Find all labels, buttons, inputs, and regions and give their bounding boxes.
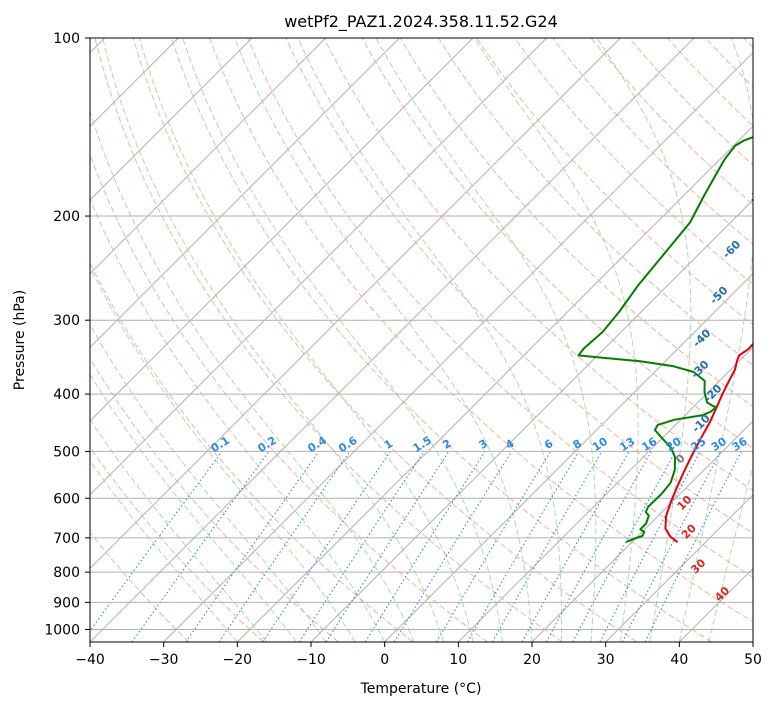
isotherm-line xyxy=(457,346,753,642)
moist-adiabat-line xyxy=(102,38,445,642)
mixing-ratio-line xyxy=(644,451,742,642)
y-tick-label: 600 xyxy=(53,491,80,507)
mixing-ratio-line xyxy=(393,451,513,642)
isotherm-line xyxy=(90,38,621,570)
series-lines xyxy=(577,135,753,543)
x-tick-label: 20 xyxy=(523,652,541,668)
dry-adiabat-line xyxy=(94,38,563,642)
x-tick-label: −10 xyxy=(296,652,326,668)
moist-adiabat-line xyxy=(90,459,238,642)
y-axis-label: Pressure (hPa) xyxy=(12,290,28,390)
dry-adiabat-line xyxy=(209,38,753,623)
dry-adiabat-line xyxy=(170,38,712,642)
moist-adiabat-line xyxy=(473,38,639,642)
isotherm-line xyxy=(90,38,548,496)
plot-frame xyxy=(89,37,754,643)
moist-adiabat-line xyxy=(90,323,327,642)
x-tick-label: −20 xyxy=(223,652,253,668)
isotherm-line xyxy=(90,38,474,422)
pressure-gridlines xyxy=(90,38,753,630)
temperature-line xyxy=(664,342,753,543)
dry-adiabat-line xyxy=(90,357,339,642)
dry-adiabat-line xyxy=(90,261,414,642)
isotherm-line xyxy=(605,493,753,642)
moist-adiabat-line xyxy=(182,38,503,642)
moist-adiabat-line xyxy=(90,418,268,642)
x-tick-label: 0 xyxy=(380,652,389,668)
mixing-ratio-line xyxy=(262,451,391,642)
x-tick-label: 40 xyxy=(670,652,688,668)
y-tick-label: 700 xyxy=(53,531,80,547)
y-tick-label: 300 xyxy=(53,313,80,329)
moist-adiabat-line xyxy=(297,38,563,642)
isotherm-line xyxy=(531,420,753,642)
y-tick-label: 500 xyxy=(53,444,80,460)
mixing-ratio-line xyxy=(185,451,320,642)
moist-adiabat-line xyxy=(678,38,753,642)
x-tick-label: −30 xyxy=(149,652,179,668)
chart-title: wetPf2_PAZ1.2024.358.11.52.G24 xyxy=(284,12,558,32)
dewpoint-line xyxy=(577,135,753,543)
mixing-ratio-line xyxy=(621,451,722,642)
y-tick-label: 100 xyxy=(53,31,80,47)
isotherm-line xyxy=(90,38,695,642)
isotherm-line xyxy=(163,51,753,642)
x-axis: −40 −30 −20 −10 0 10 20 30 40 50 xyxy=(75,642,762,668)
y-tick-label: 1000 xyxy=(44,622,80,638)
moist-adiabat-line xyxy=(375,38,597,642)
dry-adiabat-line xyxy=(132,38,638,642)
mixing-ratio-line xyxy=(572,451,676,642)
y-tick-label: 400 xyxy=(53,387,80,403)
y-tick-label: 200 xyxy=(53,209,80,225)
dry-adiabat-line xyxy=(437,38,753,366)
mixing-ratio-line xyxy=(545,451,652,642)
mixing-ratio-line xyxy=(521,451,630,642)
mixing-ratio-line xyxy=(298,451,425,642)
dry-adiabat-line xyxy=(90,446,264,642)
mixing-ratio-line xyxy=(218,451,351,642)
moist-adiabat-line xyxy=(234,38,533,642)
dry-adiabat-line xyxy=(285,38,753,535)
moist-adiabat-line xyxy=(90,373,297,642)
isotherm-line xyxy=(90,38,327,275)
y-tick-label: 800 xyxy=(53,565,80,581)
moist-adiabat-line xyxy=(90,197,386,642)
isotherm-line xyxy=(90,38,253,201)
isotherm-line xyxy=(384,272,753,642)
moist-adiabat-line xyxy=(138,38,474,642)
moist-adiabat-line xyxy=(90,109,415,642)
isotherm-line xyxy=(236,125,753,642)
mixing-ratio-line xyxy=(131,451,270,642)
dry-adiabat-line xyxy=(90,531,190,642)
y-tick-label: 900 xyxy=(53,595,80,611)
background-lines xyxy=(90,38,753,642)
height-label: -70 xyxy=(747,182,770,205)
dry-adiabat-line xyxy=(90,153,488,642)
moist-adiabat-line xyxy=(596,38,692,642)
x-axis-label: Temperature (°C) xyxy=(360,681,482,697)
isotherm-line xyxy=(90,38,400,349)
y-axis: 100 200 300 400 500 600 700 800 900 1000 xyxy=(44,31,90,638)
x-tick-label: −40 xyxy=(75,652,105,668)
mixing-ratio-line xyxy=(325,451,450,642)
dry-adiabat-line xyxy=(247,38,753,578)
x-tick-label: 10 xyxy=(449,652,467,668)
dry-adiabat-line xyxy=(514,38,753,285)
x-tick-label: 30 xyxy=(597,652,615,668)
moist-adiabat-line xyxy=(90,266,356,642)
mixing-ratio-line xyxy=(90,451,223,632)
dry-adiabat-line xyxy=(399,38,753,408)
x-tick-label: 50 xyxy=(744,652,762,668)
